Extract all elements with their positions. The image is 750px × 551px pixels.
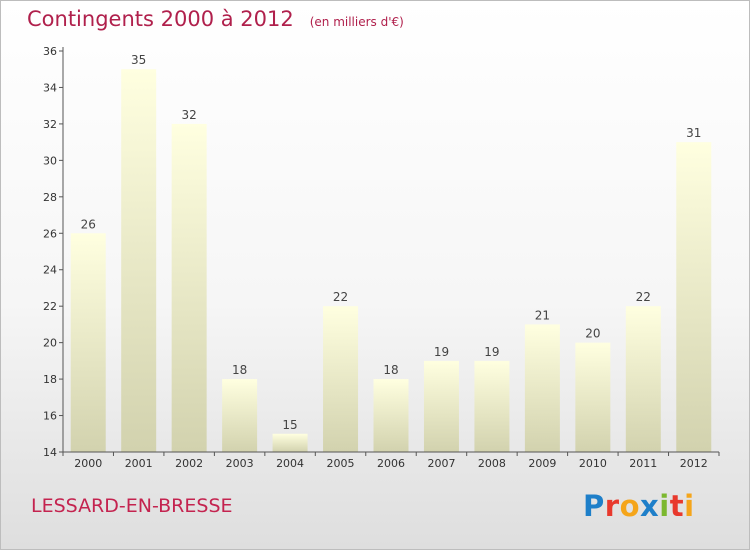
labels-group: 26 2000 35 2001 32 2002 18 2003 15 2004 22 2005 18 20… — [43, 45, 708, 470]
x-tick-label-2006: 2006 — [377, 457, 405, 470]
value-label-2002: 32 — [182, 108, 197, 122]
x-tick-label-2011: 2011 — [629, 457, 657, 470]
bar-2005 — [323, 306, 359, 452]
value-label-2000: 26 — [81, 217, 96, 231]
x-tick-label-2000: 2000 — [74, 457, 102, 470]
bar-2000 — [70, 233, 106, 452]
logo-letter: o — [619, 489, 641, 523]
logo-letter: r — [604, 489, 620, 523]
y-tick-label-34: 34 — [43, 81, 57, 94]
value-label-2005: 22 — [333, 290, 348, 304]
bar-2002 — [171, 123, 207, 452]
y-tick-label-18: 18 — [43, 373, 57, 386]
value-label-2007: 19 — [434, 345, 449, 359]
x-tick-label-2009: 2009 — [528, 457, 556, 470]
y-tick-label-26: 26 — [43, 227, 57, 240]
value-label-2010: 20 — [585, 327, 600, 341]
value-label-2009: 21 — [535, 308, 550, 322]
logo-letter: x — [640, 489, 660, 523]
x-tick-label-2004: 2004 — [276, 457, 304, 470]
x-tick-label-2001: 2001 — [125, 457, 153, 470]
value-label-2001: 35 — [131, 53, 146, 67]
value-label-2006: 18 — [383, 363, 398, 377]
proxiti-logo[interactable]: Proxiti — [583, 489, 695, 523]
title-row: Contingents 2000 à 2012 (en milliers d'€) — [27, 7, 404, 31]
bar-2007 — [423, 360, 459, 452]
value-label-2004: 15 — [282, 418, 297, 432]
y-tick-label-20: 20 — [43, 337, 57, 350]
bar-2011 — [625, 306, 661, 452]
x-tick-label-2002: 2002 — [175, 457, 203, 470]
y-tick-label-32: 32 — [43, 118, 57, 131]
x-tick-label-2008: 2008 — [478, 457, 506, 470]
location-name: LESSARD-EN-BRESSE — [31, 495, 233, 517]
y-tick-label-30: 30 — [43, 154, 57, 167]
bar-2003 — [222, 379, 258, 452]
axes-group — [59, 47, 720, 456]
y-tick-label-36: 36 — [43, 45, 57, 58]
x-tick-label-2003: 2003 — [226, 457, 254, 470]
y-tick-label-28: 28 — [43, 191, 57, 204]
bar-2010 — [575, 342, 611, 452]
value-label-2008: 19 — [484, 345, 499, 359]
x-tick-label-2007: 2007 — [427, 457, 455, 470]
bar-2006 — [373, 379, 409, 452]
x-tick-label-2005: 2005 — [327, 457, 355, 470]
y-tick-label-22: 22 — [43, 300, 57, 313]
bar-2004 — [272, 433, 308, 452]
y-tick-label-14: 14 — [43, 446, 57, 459]
bar-2008 — [474, 360, 510, 452]
x-tick-label-2010: 2010 — [579, 457, 607, 470]
logo-letter: i — [684, 489, 695, 523]
bar-2001 — [121, 69, 157, 453]
logo-letter: P — [583, 489, 605, 523]
chart-subtitle: (en milliers d'€) — [309, 15, 404, 29]
logo-letter: i — [659, 489, 670, 523]
bar-2009 — [524, 324, 560, 452]
value-label-2011: 22 — [636, 290, 651, 304]
bars-group — [70, 69, 712, 453]
logo-letter: t — [669, 489, 685, 523]
bar-2012 — [676, 142, 712, 453]
value-label-2012: 31 — [686, 126, 701, 140]
x-tick-label-2012: 2012 — [680, 457, 708, 470]
y-tick-label-16: 16 — [43, 410, 57, 423]
y-tick-label-24: 24 — [43, 264, 57, 277]
chart-title: Contingents 2000 à 2012 — [27, 7, 294, 31]
value-label-2003: 18 — [232, 363, 247, 377]
